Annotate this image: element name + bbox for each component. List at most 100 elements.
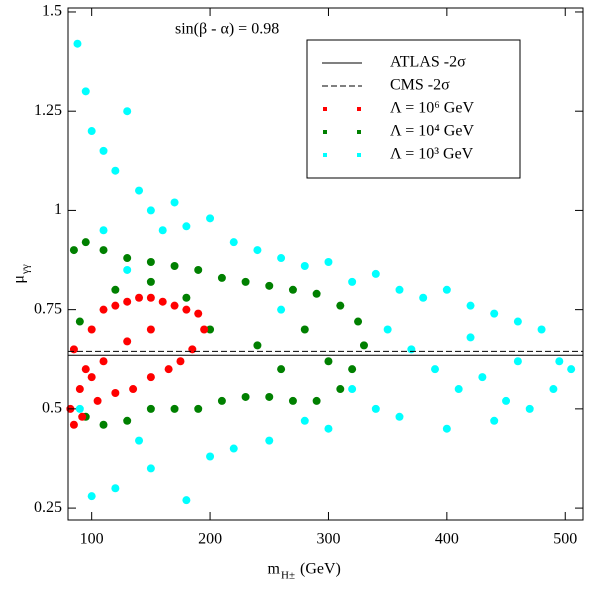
point bbox=[312, 396, 321, 405]
point bbox=[277, 365, 286, 374]
point bbox=[442, 424, 451, 433]
point bbox=[490, 309, 499, 318]
legend-marker bbox=[357, 130, 361, 134]
legend-marker bbox=[357, 107, 361, 111]
point bbox=[111, 388, 120, 397]
point bbox=[73, 39, 82, 48]
point bbox=[324, 357, 333, 366]
point bbox=[300, 325, 309, 334]
point bbox=[277, 254, 286, 263]
point bbox=[69, 345, 78, 354]
point bbox=[288, 285, 297, 294]
point bbox=[442, 285, 451, 294]
y-tick-label: 0.75 bbox=[34, 300, 62, 317]
point bbox=[81, 238, 90, 247]
point bbox=[99, 305, 108, 314]
point bbox=[69, 246, 78, 255]
point bbox=[146, 464, 155, 473]
point bbox=[206, 214, 215, 223]
plot-frame bbox=[67, 7, 584, 521]
point bbox=[123, 416, 132, 425]
point bbox=[549, 385, 558, 394]
point bbox=[123, 337, 132, 346]
point bbox=[188, 345, 197, 354]
point bbox=[146, 325, 155, 334]
point bbox=[265, 392, 274, 401]
point bbox=[431, 365, 440, 374]
point bbox=[99, 357, 108, 366]
legend-label: Λ = 10³ GeV bbox=[390, 146, 474, 163]
point bbox=[123, 265, 132, 274]
point bbox=[78, 412, 87, 421]
point bbox=[241, 277, 250, 286]
point bbox=[336, 385, 345, 394]
point bbox=[182, 293, 191, 302]
point bbox=[265, 436, 274, 445]
point bbox=[348, 385, 357, 394]
y-tick-label: 0.5 bbox=[42, 400, 62, 417]
point bbox=[567, 365, 576, 374]
y-tick-label: 0.25 bbox=[34, 499, 62, 516]
point bbox=[182, 305, 191, 314]
point bbox=[454, 385, 463, 394]
y-tick-label: 1 bbox=[54, 201, 62, 218]
point bbox=[407, 345, 416, 354]
point bbox=[229, 444, 238, 453]
point bbox=[383, 325, 392, 334]
legend-label: Λ = 10⁴ GeV bbox=[390, 123, 474, 140]
point bbox=[466, 333, 475, 342]
point bbox=[300, 261, 309, 270]
point bbox=[129, 385, 138, 394]
point bbox=[87, 127, 96, 136]
point bbox=[75, 404, 84, 413]
point bbox=[99, 146, 108, 155]
point bbox=[170, 404, 179, 413]
point bbox=[123, 297, 132, 306]
point bbox=[348, 365, 357, 374]
point bbox=[135, 186, 144, 195]
x-label-sub: H± bbox=[281, 570, 295, 582]
point bbox=[75, 385, 84, 394]
point bbox=[555, 357, 564, 366]
point bbox=[81, 87, 90, 96]
point bbox=[146, 258, 155, 267]
legend-marker bbox=[323, 107, 327, 111]
point bbox=[111, 484, 120, 493]
point bbox=[135, 436, 144, 445]
point bbox=[194, 309, 203, 318]
point bbox=[87, 373, 96, 382]
point bbox=[490, 416, 499, 425]
x-tick-label: 100 bbox=[80, 531, 104, 548]
x-tick-label: 300 bbox=[316, 531, 340, 548]
y-tick-label: 1.5 bbox=[42, 3, 62, 20]
point bbox=[253, 246, 262, 255]
point bbox=[135, 293, 144, 302]
legend-label: CMS -2σ bbox=[390, 77, 450, 94]
point bbox=[537, 325, 546, 334]
point bbox=[164, 365, 173, 374]
legend-marker bbox=[357, 153, 361, 157]
point bbox=[312, 289, 321, 298]
point bbox=[123, 254, 132, 263]
point bbox=[348, 277, 357, 286]
point bbox=[217, 396, 226, 405]
x-tick-label: 200 bbox=[198, 531, 222, 548]
y-label: μ γγ bbox=[11, 264, 32, 283]
point bbox=[99, 246, 108, 255]
point bbox=[146, 206, 155, 215]
point bbox=[194, 265, 203, 274]
points bbox=[66, 39, 576, 505]
y-tick-label: 1.25 bbox=[34, 102, 62, 119]
point bbox=[229, 238, 238, 247]
legend-marker bbox=[323, 153, 327, 157]
point bbox=[513, 317, 522, 326]
point bbox=[158, 226, 167, 235]
point bbox=[81, 365, 90, 374]
point bbox=[395, 285, 404, 294]
point bbox=[277, 305, 286, 314]
point bbox=[99, 226, 108, 235]
point bbox=[75, 317, 84, 326]
point bbox=[194, 404, 203, 413]
point bbox=[146, 293, 155, 302]
